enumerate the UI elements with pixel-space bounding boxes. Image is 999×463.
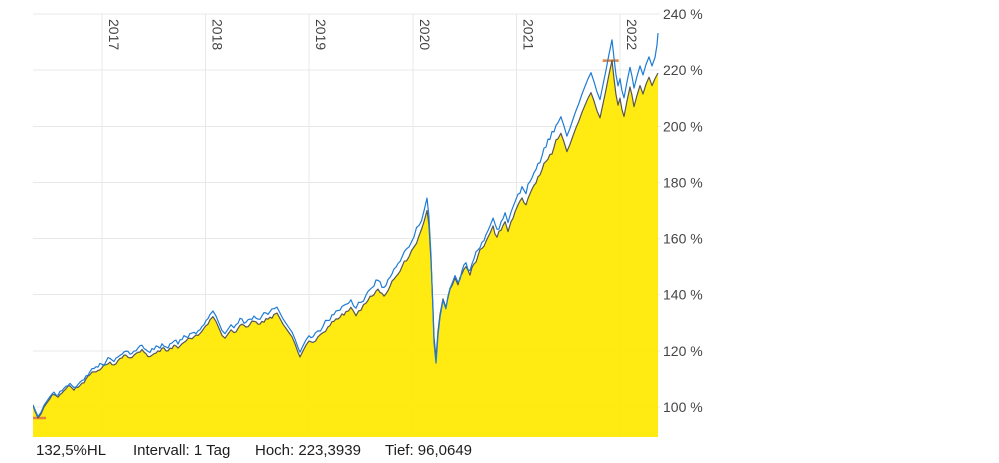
y-tick-label: 140 % xyxy=(663,287,703,303)
x-tick-label: 2017 xyxy=(106,19,122,50)
benchmark-line xyxy=(33,33,659,418)
y-tick-label: 160 % xyxy=(663,231,703,247)
y-tick-label: 120 % xyxy=(663,343,703,359)
chart-statusbar: 132,5%HL Intervall: 1 Tag Hoch: 223,3939… xyxy=(0,440,999,463)
fund-line xyxy=(33,59,659,419)
y-tick-label: 220 % xyxy=(663,62,703,78)
statusbar-performance: 132,5%HL xyxy=(36,442,107,459)
x-tick-label: 2018 xyxy=(210,19,226,50)
x-tick-label: 2019 xyxy=(313,19,329,50)
y-tick-label: 200 % xyxy=(663,118,703,134)
x-tick-label: 2020 xyxy=(417,19,433,50)
statusbar-high: Hoch: 223,3939 xyxy=(255,442,361,459)
statusbar-low: Tief: 96,0649 xyxy=(385,442,473,459)
y-axis-labels: 240 % 220 % 200 % 180 % 160 % 140 % 120 % 100 % xyxy=(663,6,703,415)
y-tick-label: 240 % xyxy=(663,6,703,22)
y-tick-label: 100 % xyxy=(663,399,703,415)
x-tick-label: 2021 xyxy=(520,19,536,50)
statusbar-interval: Intervall: 1 Tag xyxy=(133,442,231,459)
fund-area xyxy=(33,60,658,437)
x-axis-labels: 2017 2018 2019 2020 2021 2022 xyxy=(106,19,640,50)
x-tick-label: 2022 xyxy=(624,19,640,50)
y-tick-label: 180 % xyxy=(663,174,703,190)
